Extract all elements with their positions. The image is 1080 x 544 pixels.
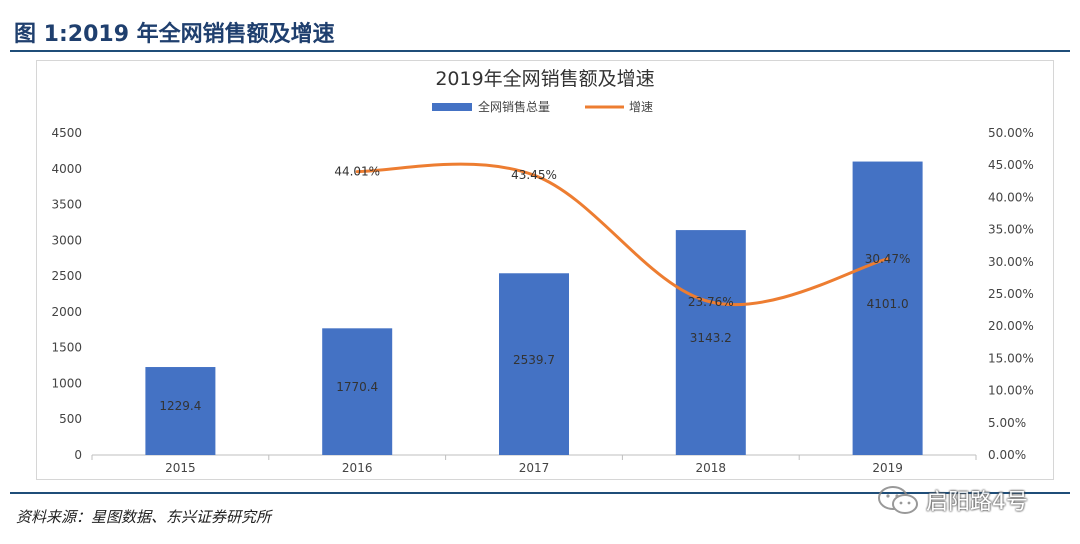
bar-data-label: 3143.2 <box>690 331 732 345</box>
bar-2017 <box>499 273 569 455</box>
chart-legend: 全网销售总量 增速 <box>432 99 653 114</box>
y-left-tick-label: 2500 <box>51 269 82 283</box>
line-data-label: 43.45% <box>511 168 557 182</box>
y-right-tick-label: 25.00% <box>988 287 1034 301</box>
line-data-label: 44.01% <box>334 165 380 179</box>
chart-frame <box>36 60 1054 480</box>
source-note: 资料来源：星图数据、东兴证券研究所 <box>16 508 272 526</box>
bar-2018 <box>675 230 746 455</box>
bottom-divider <box>10 492 1070 494</box>
y-right-tick-label: 0.00% <box>988 448 1026 462</box>
y-right-tick-label: 15.00% <box>988 351 1034 365</box>
y-right-tick-label: 5.00% <box>988 416 1026 430</box>
legend-label-bar: 全网销售总量 <box>478 99 550 114</box>
y-left-tick-label: 2000 <box>51 305 82 319</box>
legend-swatch-bar <box>432 103 472 111</box>
y-right-tick-label: 50.00% <box>988 126 1034 140</box>
bar-data-label: 1229.4 <box>159 399 201 413</box>
bar-data-label: 4101.0 <box>867 297 909 311</box>
growth-line <box>355 162 890 307</box>
x-tick-label: 2018 <box>696 461 727 475</box>
line-series <box>355 162 890 307</box>
y-left-tick-label: 0 <box>74 448 82 462</box>
figure-title: 图 1:2019 年全网销售额及增速 <box>14 22 335 47</box>
y-right-tick-label: 30.00% <box>988 255 1034 269</box>
bar-2019 <box>852 161 923 455</box>
y-right-tick-label: 20.00% <box>988 319 1034 333</box>
bar-data-label: 1770.4 <box>336 380 378 394</box>
bar-series <box>145 161 923 455</box>
chart-axes: 2015 2016 2017 2018 2019 0 500 1000 1500 2000 2500… <box>51 126 1033 475</box>
wechat-icon <box>878 486 918 514</box>
x-tick-label: 2017 <box>519 461 550 475</box>
chart-title: 2019年全网销售额及增速 <box>435 68 654 90</box>
y-right-tick-label: 35.00% <box>988 223 1034 237</box>
bar-data-label: 2539.7 <box>513 353 555 367</box>
y-left-tick-label: 4000 <box>51 162 82 176</box>
top-divider <box>10 50 1070 52</box>
x-tick-label: 2016 <box>342 461 373 475</box>
y-right-tick-label: 10.00% <box>988 384 1034 398</box>
y-left-tick-label: 1500 <box>51 341 82 355</box>
y-right-tick-label: 45.00% <box>988 158 1034 172</box>
x-tick-label: 2019 <box>872 461 903 475</box>
legend-label-line: 增速 <box>629 100 653 114</box>
bar-2015 <box>145 367 216 455</box>
data-labels: 1229.4 1770.4 2539.7 3143.2 4101.0 44.01% 43.4… <box>159 165 910 413</box>
y-left-tick-label: 4500 <box>51 126 82 140</box>
y-left-tick-label: 3500 <box>51 198 82 212</box>
x-tick-label: 2015 <box>165 461 196 475</box>
bar-2016 <box>322 328 393 455</box>
watermark-text: 启阳路4号 <box>926 490 1028 515</box>
y-right-tick-label: 40.00% <box>988 190 1034 204</box>
y-left-tick-label: 3000 <box>51 233 82 247</box>
line-data-label: 23.76% <box>688 295 734 309</box>
watermark: 启阳路4号 <box>876 484 1028 516</box>
line-data-label: 30.47% <box>865 252 911 266</box>
y-left-tick-label: 1000 <box>51 376 82 390</box>
y-left-tick-label: 500 <box>59 412 82 426</box>
